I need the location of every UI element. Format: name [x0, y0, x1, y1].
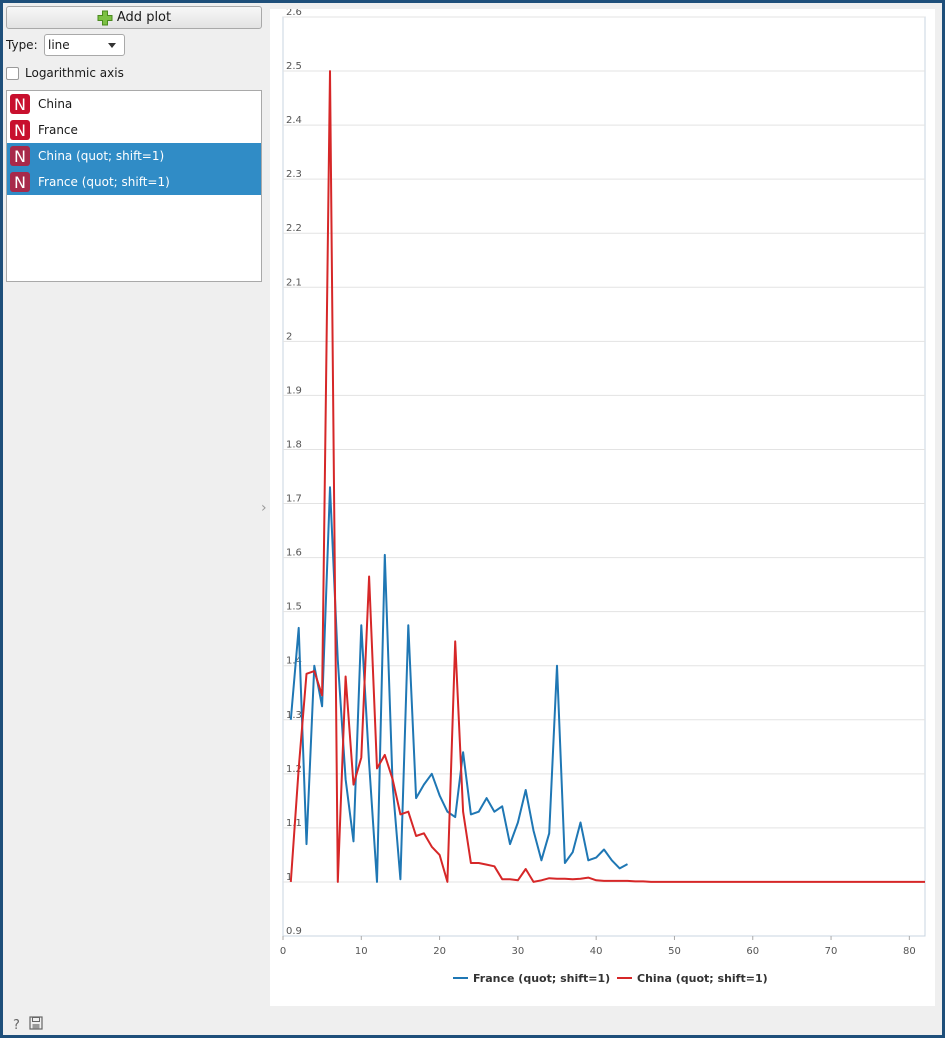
y-tick-label: 2.1: [286, 277, 302, 288]
log-axis-row: Logarithmic axis: [6, 66, 124, 80]
x-tick-label: 30: [512, 946, 525, 957]
save-icon[interactable]: [29, 1016, 43, 1030]
x-tick-label: 50: [668, 946, 681, 957]
legend-entry: China (quot; shift=1): [637, 972, 768, 985]
list-item[interactable]: N China (quot; shift=1): [7, 143, 261, 169]
app-window: Add plot Type: line Logarithmic axis N C…: [3, 3, 942, 1035]
y-tick-label: 2.4: [286, 115, 302, 126]
svg-text:?: ?: [13, 1018, 20, 1032]
type-label: Type:: [6, 38, 38, 52]
series-line: [289, 70, 925, 883]
add-plot-button[interactable]: Add plot: [6, 6, 262, 29]
list-item-label: China: [38, 97, 73, 111]
list-item[interactable]: N France (quot; shift=1): [7, 169, 261, 195]
chevron-down-icon: [108, 43, 116, 48]
list-item[interactable]: N China: [7, 91, 261, 117]
legend-entry: France (quot; shift=1): [473, 972, 610, 985]
log-axis-label: Logarithmic axis: [25, 66, 124, 80]
y-tick-label: 1.6: [286, 548, 302, 559]
x-tick-label: 80: [903, 946, 916, 957]
y-tick-label: 0.9: [286, 926, 302, 937]
x-tick-label: 60: [746, 946, 759, 957]
x-tick-label: 10: [355, 946, 368, 957]
line-chart: 0.911.11.21.31.41.51.61.71.81.922.12.22.…: [280, 9, 926, 985]
x-tick-label: 40: [590, 946, 603, 957]
y-tick-label: 2.5: [286, 61, 302, 72]
log-axis-checkbox[interactable]: [6, 66, 19, 80]
y-tick-label: 2.6: [286, 9, 302, 18]
series-type-icon: N: [10, 120, 30, 140]
y-tick-label: 2: [286, 331, 292, 342]
add-plot-label: Add plot: [116, 10, 172, 25]
series-type-icon: N: [10, 94, 30, 114]
list-item[interactable]: N France: [7, 117, 261, 143]
x-tick-label: 20: [433, 946, 446, 957]
y-tick-label: 1.7: [286, 494, 302, 505]
list-item-label: France: [38, 123, 78, 137]
x-tick-label: 0: [280, 946, 286, 957]
y-tick-label: 2.2: [286, 223, 302, 234]
chart-area: 0.9 1 1.1 1.2 1.3 1.4 1.5 1.6 1.7 1.8 1.9 2 2.1 2.2 2.…: [270, 9, 935, 1006]
y-tick-label: 1.2: [286, 764, 302, 775]
series-line: [289, 486, 628, 883]
list-item-label: France (quot; shift=1): [38, 175, 170, 189]
type-select[interactable]: line: [44, 34, 125, 56]
list-item-label: China (quot; shift=1): [38, 149, 165, 163]
series-type-icon: N: [10, 146, 30, 166]
help-icon[interactable]: ?: [10, 1016, 24, 1032]
y-tick-label: 2.3: [286, 169, 302, 180]
y-tick-label: 1.8: [286, 439, 302, 450]
y-tick-label: 1.5: [286, 602, 302, 613]
splitter-chevron-right-icon[interactable]: ›: [261, 500, 267, 516]
plus-icon: [97, 10, 113, 25]
series-type-icon: N: [10, 172, 30, 192]
y-tick-label: 1: [286, 872, 292, 883]
x-tick-label: 70: [825, 946, 838, 957]
y-tick-label: 1.4: [286, 656, 302, 667]
y-tick-label: 1.9: [286, 385, 302, 396]
series-list: N China N France N China (quot; shift=1)…: [6, 90, 262, 282]
y-tick-label: 1.3: [286, 710, 302, 721]
type-select-value: line: [48, 38, 70, 52]
